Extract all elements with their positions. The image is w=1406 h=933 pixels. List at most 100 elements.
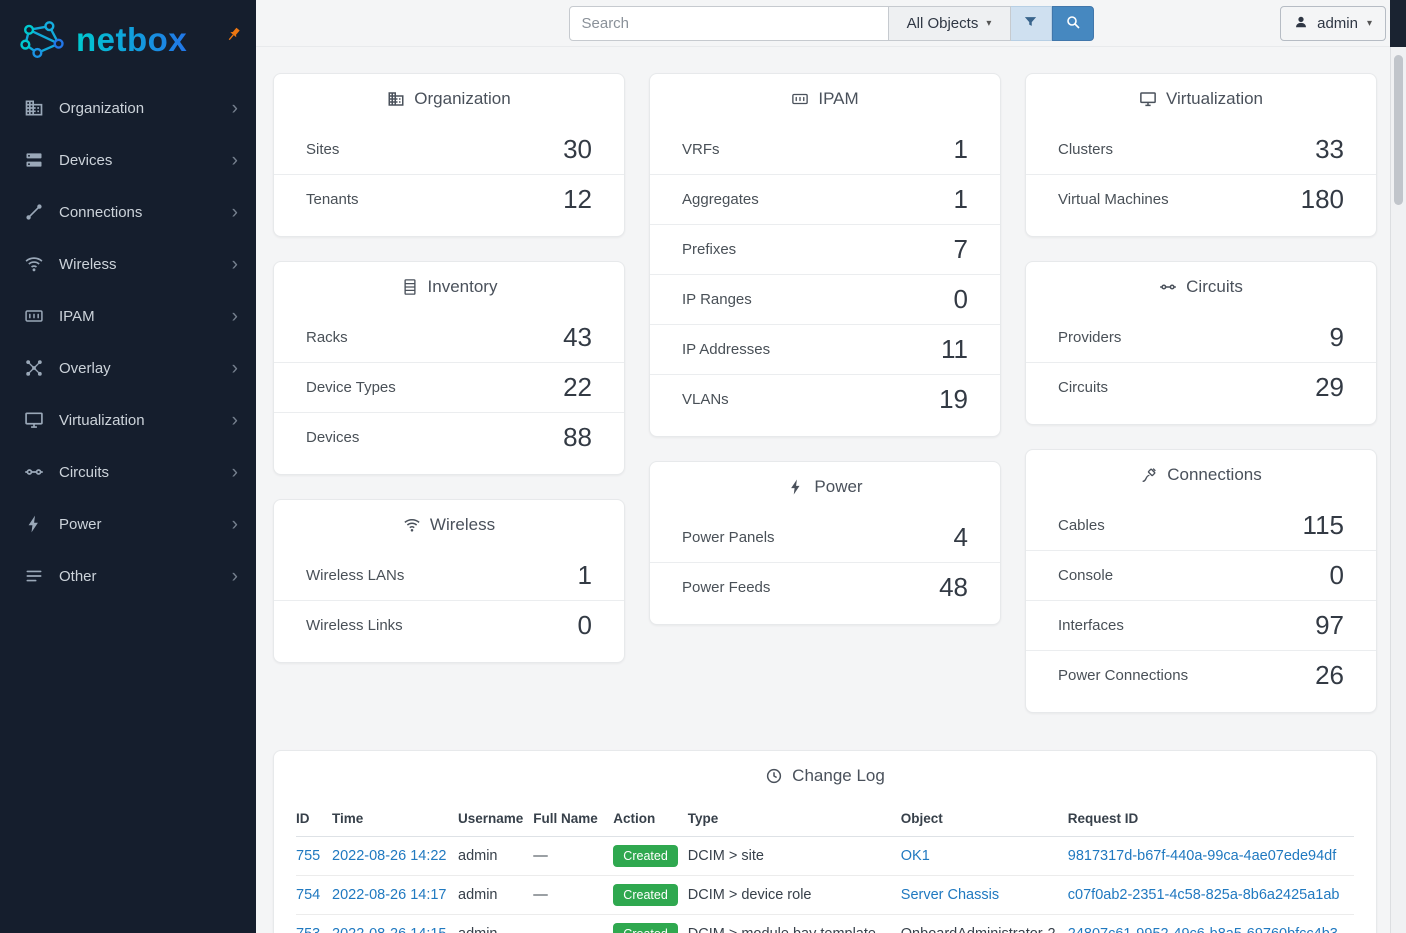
search-button[interactable]	[1051, 5, 1094, 41]
changelog-time-link[interactable]: 2022-08-26 14:17	[332, 887, 447, 903]
stat-value-wireless-lans[interactable]: 1	[577, 559, 592, 590]
sidebar-item-organization[interactable]: Organization ›	[0, 82, 256, 134]
stat-label-power-panels[interactable]: Power Panels	[682, 528, 775, 546]
stat-label-vlans[interactable]: VLANs	[682, 391, 729, 408]
created-badge: Created	[613, 845, 678, 867]
sidebar-item-power[interactable]: Power ›	[0, 498, 256, 550]
stat-value-ip-ranges[interactable]: 0	[953, 284, 968, 314]
stat-value-vlans[interactable]: 19	[939, 384, 968, 414]
card-title: Circuits	[1026, 262, 1376, 312]
stat-label-circuits[interactable]: Circuits	[1058, 379, 1109, 396]
stat-value-virtual-machines[interactable]: 180	[1300, 184, 1344, 214]
stat-label-wireless-lans[interactable]: Wireless LANs	[306, 566, 405, 584]
stat-row: Aggregates 1	[650, 174, 1000, 224]
stat-value-racks[interactable]: 43	[563, 321, 592, 352]
stat-value-prefixes[interactable]: 7	[953, 234, 968, 264]
stat-value-interfaces[interactable]: 97	[1315, 610, 1344, 640]
sidebar-item-wireless[interactable]: Wireless ›	[0, 238, 256, 290]
card-title-text: Wireless	[429, 515, 496, 534]
card-title-text: IPAM	[818, 89, 859, 108]
stat-row: Wireless Links 0	[274, 600, 624, 650]
chevron-right-icon: ›	[231, 201, 238, 223]
sidebar-item-label: IPAM	[59, 307, 95, 325]
user-menu-button[interactable]: admin ▾	[1280, 6, 1386, 41]
chevron-right-icon: ›	[231, 97, 238, 119]
column-header-type: Type	[687, 801, 901, 837]
stat-label-wireless-links[interactable]: Wireless Links	[306, 617, 403, 634]
changelog-id-link[interactable]: 755	[296, 848, 321, 864]
stat-value-console[interactable]: 0	[1329, 560, 1344, 590]
stat-label-cables[interactable]: Cables	[1058, 516, 1105, 534]
stat-label-power-feeds[interactable]: Power Feeds	[682, 579, 771, 596]
changelog-request-id-link[interactable]: c07f0ab2-2351-4c58-825a-8b6a2425a1ab	[1067, 887, 1340, 903]
stat-label-power-connections[interactable]: Power Connections	[1058, 667, 1189, 684]
sidebar-item-overlay[interactable]: Overlay ›	[0, 342, 256, 394]
stat-value-ip-addresses[interactable]: 11	[941, 334, 968, 364]
stat-label-tenants[interactable]: Tenants	[306, 191, 359, 208]
stat-value-devices[interactable]: 88	[563, 422, 592, 452]
stat-value-wireless-links[interactable]: 0	[577, 610, 592, 640]
stat-row: Prefixes 7	[650, 224, 1000, 274]
search-input[interactable]	[568, 5, 889, 41]
column-header-username: Username	[458, 801, 534, 837]
card-title: Organization	[274, 74, 624, 124]
scrollbar[interactable]	[1390, 47, 1406, 933]
sidebar: netbox Organization › Devices › Connecti…	[0, 0, 256, 933]
object-type-select[interactable]: All Objects ▾	[888, 5, 1011, 41]
changelog-request-id-link[interactable]: 24807c61-9952-49c6-b8a5-69760bfcc4b3	[1068, 926, 1338, 933]
stat-label-prefixes[interactable]: Prefixes	[682, 241, 737, 258]
sidebar-item-connections[interactable]: Connections ›	[0, 186, 256, 238]
column-header-time: Time	[332, 801, 458, 837]
stat-label-virtual-machines[interactable]: Virtual Machines	[1058, 191, 1169, 208]
changelog-id-link[interactable]: 753	[296, 926, 320, 933]
stat-label-devices[interactable]: Devices	[306, 429, 360, 446]
scrollbar-thumb[interactable]	[1394, 55, 1403, 205]
changelog-time-link[interactable]: 2022-08-26 14:15	[332, 926, 447, 933]
stat-label-interfaces[interactable]: Interfaces	[1058, 617, 1124, 634]
stat-value-circuits[interactable]: 29	[1315, 372, 1344, 402]
stat-value-aggregates[interactable]: 1	[953, 184, 968, 214]
stat-value-clusters[interactable]: 33	[1315, 133, 1344, 164]
stat-value-power-connections[interactable]: 26	[1315, 660, 1344, 690]
pin-icon[interactable]	[225, 26, 242, 48]
stat-label-providers[interactable]: Providers	[1058, 328, 1122, 346]
stat-label-console[interactable]: Console	[1058, 567, 1114, 584]
sidebar-item-other[interactable]: Other ›	[0, 550, 256, 602]
changelog-id-link[interactable]: 754	[296, 887, 321, 903]
stat-value-device-types[interactable]: 22	[563, 372, 592, 402]
stat-value-cables[interactable]: 115	[1302, 509, 1344, 540]
monitor-icon	[1139, 90, 1157, 108]
stat-value-providers[interactable]: 9	[1329, 321, 1344, 352]
stat-value-tenants[interactable]: 12	[563, 184, 592, 214]
netbox-logo[interactable]: netbox	[76, 21, 188, 58]
stat-value-vrfs[interactable]: 1	[953, 133, 968, 164]
changelog-type: DCIM > module bay template	[688, 926, 876, 933]
counter-icon	[791, 90, 809, 108]
stat-row: Power Panels 4	[650, 512, 1000, 562]
stat-value-power-panels[interactable]: 4	[953, 521, 968, 552]
card-change-log: Change Log ID Time Username Full Name Ac…	[273, 750, 1377, 933]
stat-label-aggregates[interactable]: Aggregates	[682, 191, 759, 208]
user-icon	[1294, 15, 1308, 33]
sidebar-item-devices[interactable]: Devices ›	[0, 134, 256, 186]
sidebar-item-virtualization[interactable]: Virtualization ›	[0, 394, 256, 446]
stat-label-ip-ranges[interactable]: IP Ranges	[682, 291, 752, 308]
card-title: Inventory	[274, 262, 624, 312]
changelog-object-link[interactable]: Server Chassis	[900, 887, 1000, 903]
changelog-object-link[interactable]: OK1	[900, 848, 930, 864]
stat-value-power-feeds[interactable]: 48	[939, 572, 968, 602]
stat-label-clusters[interactable]: Clusters	[1058, 140, 1114, 158]
stat-label-sites[interactable]: Sites	[306, 140, 340, 158]
sidebar-item-ipam[interactable]: IPAM ›	[0, 290, 256, 342]
card-title-text: Change Log	[792, 766, 885, 785]
stat-value-sites[interactable]: 30	[563, 133, 592, 164]
changelog-username: admin	[458, 926, 498, 933]
stat-label-device-types[interactable]: Device Types	[306, 379, 396, 396]
stat-label-vrfs[interactable]: VRFs	[682, 140, 720, 158]
changelog-time-link[interactable]: 2022-08-26 14:22	[332, 848, 447, 864]
changelog-request-id-link[interactable]: 9817317d-b67f-440a-99ca-4ae07ede94df	[1067, 848, 1337, 864]
sidebar-item-circuits[interactable]: Circuits ›	[0, 446, 256, 498]
stat-label-racks[interactable]: Racks	[306, 328, 348, 346]
stat-label-ip-addresses[interactable]: IP Addresses	[682, 341, 771, 358]
filter-button[interactable]	[1010, 5, 1052, 41]
